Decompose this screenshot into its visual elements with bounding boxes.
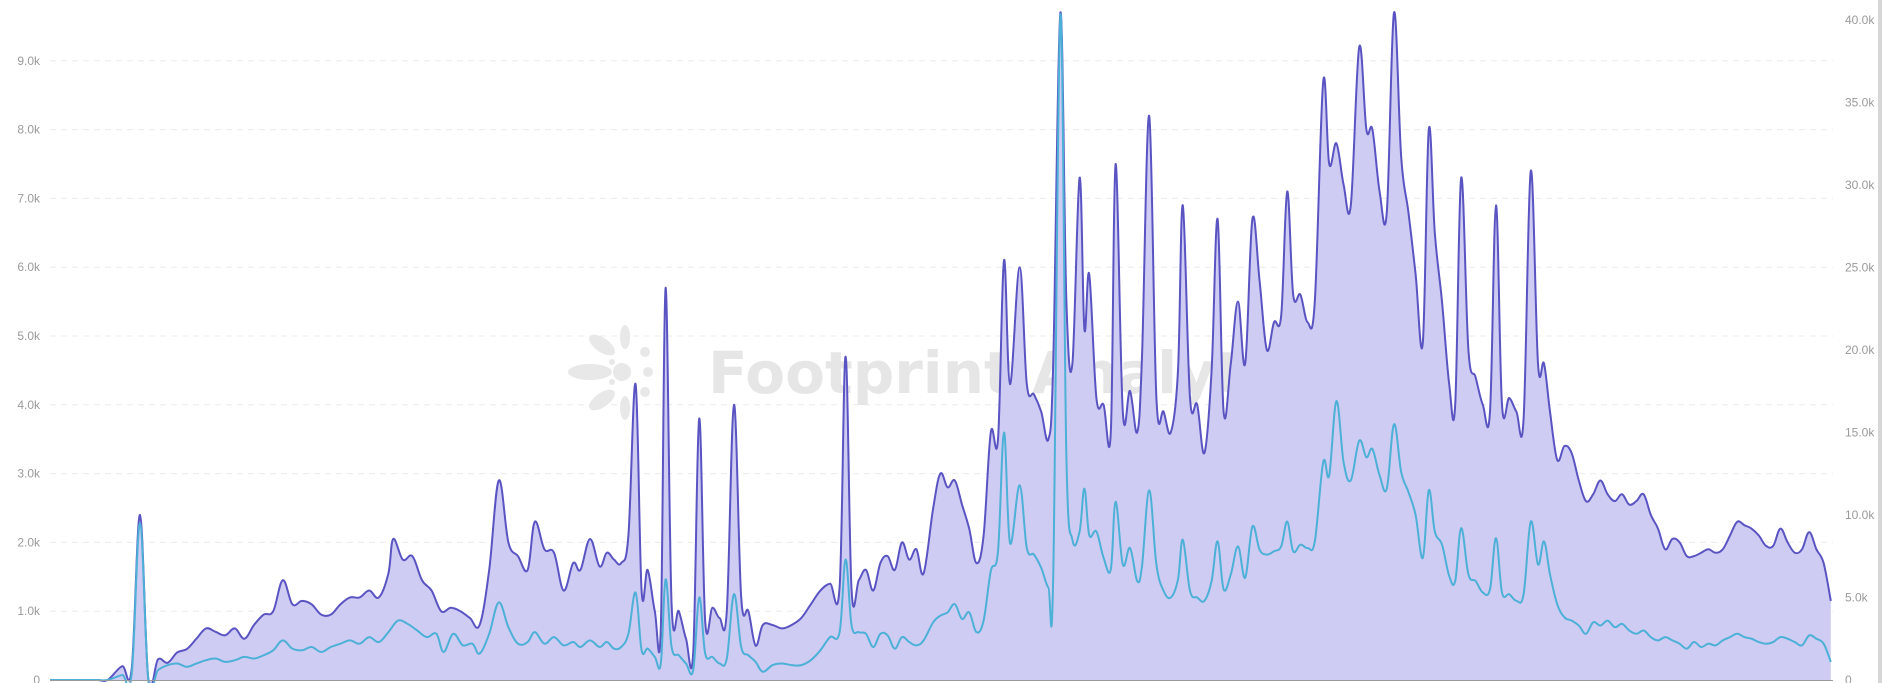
left-tick-label: 5.0k xyxy=(17,329,41,343)
series-1-line[interactable] xyxy=(50,11,1832,683)
left-tick-label: 4.0k xyxy=(17,398,41,412)
left-tick-label: 1.0k xyxy=(17,604,41,618)
left-tick-label: 8.0k xyxy=(17,123,41,137)
left-tick-label: 2.0k xyxy=(17,535,41,549)
left-tick-label: 9.0k xyxy=(17,54,41,68)
left-tick-label: 0 xyxy=(33,673,40,683)
gridlines xyxy=(50,60,1833,612)
left-axis-ticks: 0 1.0k 2.0k 3.0k 4.0k 5.0k 6.0k 7.0k 8.0k 9.0k xyxy=(17,54,41,683)
right-tick-label: 35.0k xyxy=(1845,96,1875,110)
footprint-logo-icon xyxy=(568,325,653,420)
right-tick-label: 40.0k xyxy=(1845,13,1875,27)
left-tick-label: 6.0k xyxy=(17,260,41,274)
right-tick-label: 10.0k xyxy=(1845,508,1875,522)
right-tick-label: 0 xyxy=(1845,673,1852,683)
right-tick-label: 5.0k xyxy=(1845,591,1869,605)
series-2-line[interactable] xyxy=(50,13,1832,683)
right-tick-label: 20.0k xyxy=(1845,343,1875,357)
left-tick-label: 7.0k xyxy=(17,191,41,205)
right-axis-ticks: 0 5.0k 10.0k 15.0k 20.0k 25.0k 30.0k 35.0k 40.0k xyxy=(1845,13,1875,683)
right-tick-label: 25.0k xyxy=(1845,261,1875,275)
right-tick-label: 15.0k xyxy=(1845,426,1875,440)
scrollbar[interactable] xyxy=(1878,0,1882,683)
series-1-area xyxy=(50,12,1831,683)
left-tick-label: 3.0k xyxy=(17,467,41,481)
right-tick-label: 30.0k xyxy=(1845,178,1875,192)
series-layer xyxy=(50,11,1832,683)
